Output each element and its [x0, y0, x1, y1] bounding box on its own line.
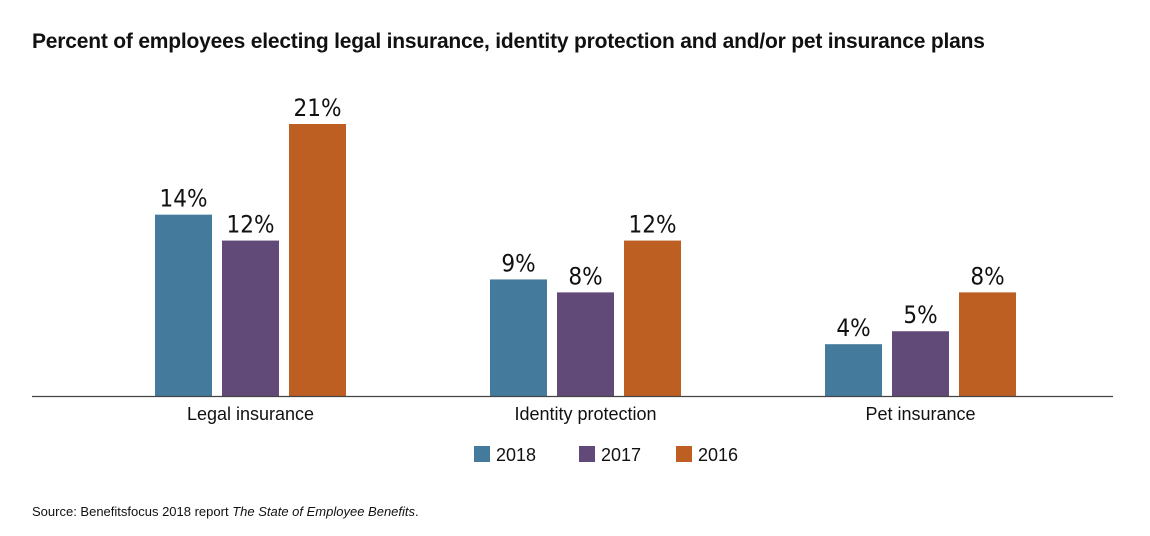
legend-swatch-2018: [474, 446, 490, 462]
bar-pet-insurance-2017: [892, 331, 949, 396]
data-label-legal-insurance-2016: 21%: [294, 94, 342, 122]
labels-layer: 14% 12% 21% 9% 8% 12% 4% 5% 8%: [160, 94, 1005, 342]
data-label-pet-insurance-2016: 8%: [970, 262, 1004, 290]
legend-label-2016: 2016: [698, 445, 738, 465]
chart-title: Percent of employees electing legal insu…: [32, 30, 985, 53]
data-label-legal-insurance-2017: 12%: [227, 211, 275, 239]
source-note: Source: Benefitsfocus 2018 report The St…: [32, 504, 419, 519]
data-label-pet-insurance-2018: 4%: [836, 314, 870, 342]
data-label-legal-insurance-2018: 14%: [160, 185, 208, 213]
data-label-pet-insurance-2017: 5%: [903, 301, 937, 329]
category-label-identity-protection: Identity protection: [514, 404, 656, 424]
legend-swatch-2016: [676, 446, 692, 462]
category-labels: Legal insurance Identity protection Pet in…: [187, 404, 976, 424]
data-label-identity-protection-2018: 9%: [501, 249, 535, 277]
category-label-legal-insurance: Legal insurance: [187, 404, 314, 424]
bar-pet-insurance-2016: [959, 292, 1016, 396]
source-work-title: The State of Employee Benefits: [232, 504, 416, 519]
bar-legal-insurance-2016: [289, 124, 346, 396]
bar-legal-insurance-2018: [155, 214, 212, 396]
legend: 2018 2017 2016: [474, 445, 738, 465]
bar-identity-protection-2016: [624, 240, 681, 396]
data-label-identity-protection-2017: 8%: [568, 262, 602, 290]
bar-identity-protection-2017: [557, 292, 614, 396]
data-label-identity-protection-2016: 12%: [629, 211, 677, 239]
bar-pet-insurance-2018: [825, 344, 882, 396]
legend-label-2018: 2018: [496, 445, 536, 465]
bars-layer: [155, 124, 1016, 396]
legend-label-2017: 2017: [601, 445, 641, 465]
source-prefix: Source: Benefitsfocus 2018 report: [32, 504, 233, 519]
bar-legal-insurance-2017: [222, 240, 279, 396]
source-suffix: .: [415, 504, 419, 519]
bar-identity-protection-2018: [490, 279, 547, 396]
legend-swatch-2017: [579, 446, 595, 462]
category-label-pet-insurance: Pet insurance: [865, 404, 975, 424]
